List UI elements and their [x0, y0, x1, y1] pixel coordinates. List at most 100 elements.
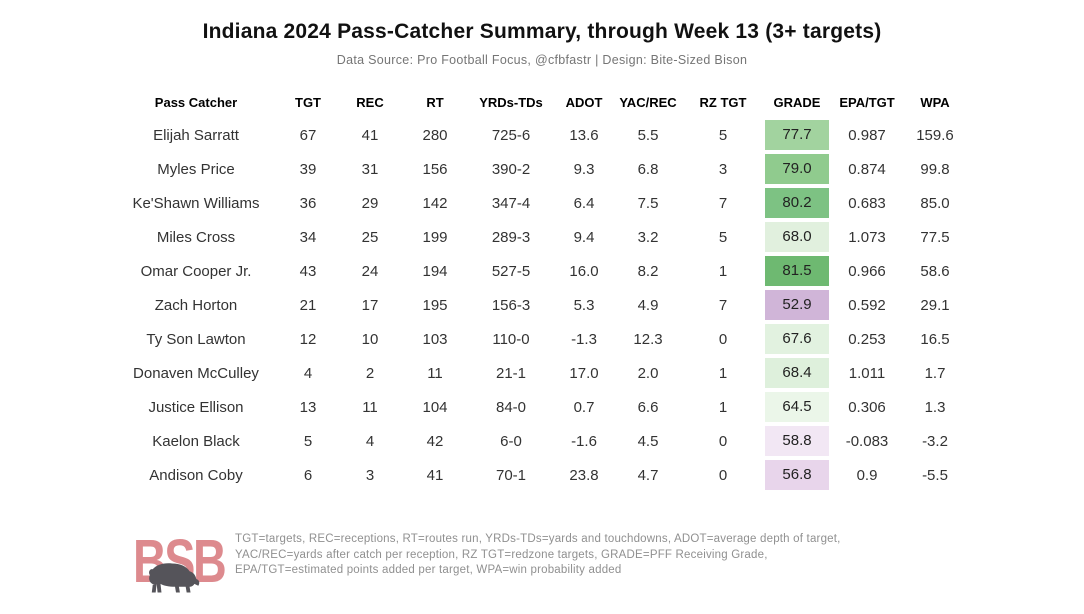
stat-cell: 7.5	[637, 194, 659, 212]
stat-cell: 0	[718, 432, 728, 450]
stat-cell: 0.987	[848, 126, 886, 144]
stat-cell: 12	[299, 330, 317, 348]
player-name-cell: Miles Cross	[156, 228, 236, 246]
stat-cell: 13	[299, 398, 317, 416]
grade-cell: 80.2	[765, 186, 829, 220]
player-name-cell: Donaven McCulley	[133, 364, 259, 382]
infographic-page: Indiana 2024 Pass-Catcher Summary, throu…	[0, 20, 1084, 614]
stat-cell: 39	[299, 160, 317, 178]
grade-cell: 52.9	[765, 288, 829, 322]
table-row: Ty Son Lawton 12 10 103 110-0 -1.3 12.3 0 67.6 0.…	[115, 322, 965, 356]
stat-cell: 527-5	[491, 262, 531, 280]
grade-cell: 64.5	[765, 390, 829, 424]
grade-value: 52.9	[765, 290, 829, 320]
stat-cell: 67	[299, 126, 317, 144]
bsb-logo: BSB	[133, 528, 229, 598]
stat-cell: 31	[361, 160, 379, 178]
stat-cell: 9.3	[573, 160, 595, 178]
stat-cell: 195	[422, 296, 448, 314]
column-header-pass-catcher: Pass Catcher	[154, 94, 238, 110]
grade-value: 67.6	[765, 324, 829, 354]
stat-cell: 29	[361, 194, 379, 212]
stat-cell: 11	[362, 398, 378, 416]
player-name-cell: Elijah Sarratt	[153, 126, 239, 144]
stat-cell: 110-0	[492, 330, 530, 348]
stat-cell: 159.6	[916, 126, 954, 144]
player-name-cell: Kaelon Black	[152, 432, 240, 450]
stat-cell: 21	[299, 296, 317, 314]
stat-cell: 99.8	[920, 160, 950, 178]
legend-note-line: TGT=targets, REC=receptions, RT=routes r…	[235, 533, 841, 545]
table-row: Elijah Sarratt 67 41 280 725-6 13.6 5.5 5 77.7 0.…	[115, 118, 965, 152]
stat-cell: 199	[422, 228, 448, 246]
column-header-epa-tgt: EPA/TGT	[839, 94, 895, 110]
stat-cell: 4	[303, 364, 313, 382]
chart-title: Indiana 2024 Pass-Catcher Summary, throu…	[202, 20, 882, 43]
table-row: Miles Cross 34 25 199 289-3 9.4 3.2 5 68.0 1.073 7…	[115, 220, 965, 254]
stat-cell: 17	[361, 296, 379, 314]
grade-cell: 67.6	[765, 322, 829, 356]
stat-cell: 390-2	[491, 160, 531, 178]
stat-cell: 347-4	[491, 194, 531, 212]
column-header-yrds-tds: YRDs-TDs	[479, 94, 543, 110]
player-name-cell: Andison Coby	[149, 466, 243, 484]
legend-note-line: YAC/REC=yards after catch per reception,…	[235, 548, 768, 561]
column-header-adot: ADOT	[565, 94, 603, 110]
stat-cell: 0.253	[848, 330, 886, 348]
grade-cell: 68.0	[765, 220, 829, 254]
column-header-grade: GRADE	[773, 94, 821, 110]
grade-cell: 56.8	[765, 458, 829, 492]
stat-cell: 7	[718, 296, 728, 314]
stat-cell: 1.3	[924, 398, 946, 416]
stat-cell: 16.0	[569, 262, 599, 280]
stat-cell: 1.7	[924, 364, 946, 382]
stat-cell: 4	[365, 432, 375, 450]
grade-cell: 79.0	[765, 152, 829, 186]
stat-cell: 25	[361, 228, 379, 246]
grade-value: 58.8	[765, 426, 829, 456]
stat-cell: 77.5	[920, 228, 950, 246]
grade-value: 68.4	[765, 358, 829, 388]
stat-cell: 0	[718, 466, 728, 484]
stat-cell: 5	[718, 228, 728, 246]
stat-cell: 4.7	[637, 466, 659, 484]
stat-cell: 42	[426, 432, 444, 450]
table-row: Justice Ellison 13 11 104 84-0 0.7 6.6 1 64.5 0.3…	[115, 390, 965, 424]
stat-cell: -1.6	[571, 432, 597, 450]
stat-cell: 6	[303, 466, 313, 484]
player-name-cell: Ke'Shawn Williams	[132, 194, 260, 212]
stat-cell: 70-1	[495, 466, 527, 484]
stat-cell: 13.6	[569, 126, 599, 144]
stat-cell: 280	[422, 126, 448, 144]
stat-cell: 6-0	[500, 432, 522, 450]
table-row: Zach Horton 21 17 195 156-3 5.3 4.9 7 52.9 0.592 2…	[115, 288, 965, 322]
stat-cell: 41	[361, 126, 379, 144]
stat-cell: 11	[427, 364, 443, 382]
pass-catcher-table: Pass Catcher TGT REC RT YRDs-TDs ADOT YAC/REC R…	[115, 86, 965, 492]
stat-cell: 0	[718, 330, 728, 348]
stat-cell: 0.9	[856, 466, 878, 484]
legend-note-line: EPA/TGT=estimated points added per targe…	[235, 564, 622, 576]
stat-cell: 0.966	[848, 262, 886, 280]
stat-cell: 8.2	[637, 262, 659, 280]
stat-cell: 5.3	[573, 296, 595, 314]
stat-cell: 3	[718, 160, 728, 178]
stat-cell: 5	[718, 126, 728, 144]
player-name-cell: Justice Ellison	[148, 398, 244, 416]
stat-cell: 725-6	[491, 126, 531, 144]
stat-cell: 194	[422, 262, 448, 280]
stat-cell: 3.2	[637, 228, 659, 246]
grade-cell: 77.7	[765, 118, 829, 152]
stat-cell: 1	[718, 364, 728, 382]
stat-cell: 4.5	[637, 432, 659, 450]
stat-cell: -0.083	[845, 432, 889, 450]
stat-cell: 3	[365, 466, 375, 484]
legend-notes: TGT=targets, REC=receptions, RT=routes r…	[235, 532, 841, 579]
grade-value: 56.8	[765, 460, 829, 490]
stat-cell: 85.0	[920, 194, 950, 212]
stat-cell: 0.592	[848, 296, 886, 314]
stat-cell: 5	[303, 432, 313, 450]
stat-cell: 34	[299, 228, 317, 246]
table-row: Myles Price 39 31 156 390-2 9.3 6.8 3 79.0 0.874 9…	[115, 152, 965, 186]
footer: BSB TGT=targets, REC=receptions, RT=rout…	[133, 528, 1033, 598]
